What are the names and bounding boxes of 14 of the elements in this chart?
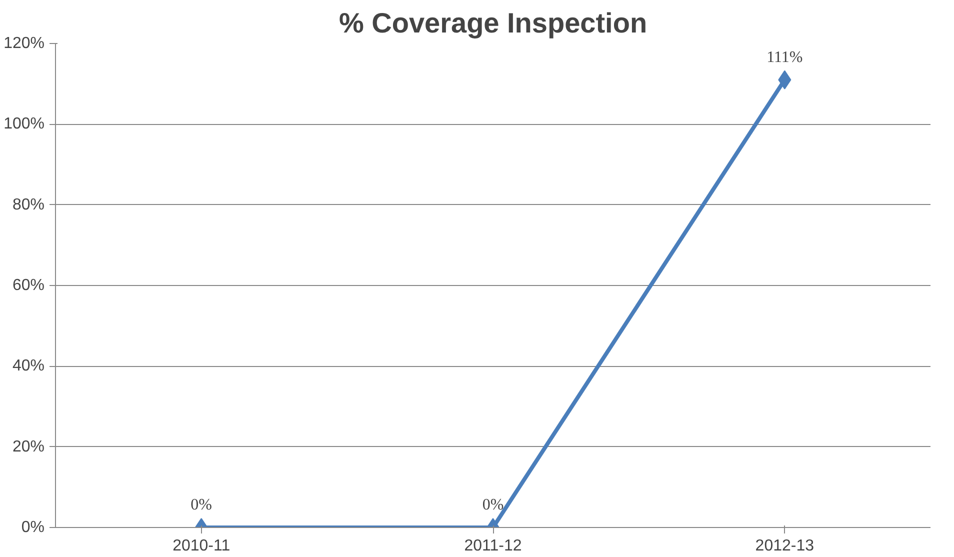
y-tick-label: 80% — [12, 196, 45, 214]
y-tick-label: 60% — [12, 277, 45, 294]
y-tick-label: 120% — [4, 35, 44, 52]
data-label: 0% — [482, 496, 504, 514]
y-tick-label: 40% — [12, 358, 45, 375]
y-tick-label: 100% — [4, 116, 44, 133]
data-label: 0% — [190, 496, 212, 514]
y-tick-label: 20% — [12, 438, 45, 456]
data-label: 111% — [766, 48, 803, 66]
x-tick-label: 2011-12 — [464, 538, 522, 554]
x-tick-label: 2010-11 — [172, 538, 230, 554]
x-tick-label: 2012-13 — [755, 538, 814, 554]
chart-title: % Coverage Inspection — [338, 8, 648, 38]
y-tick-label: 0% — [21, 519, 44, 536]
